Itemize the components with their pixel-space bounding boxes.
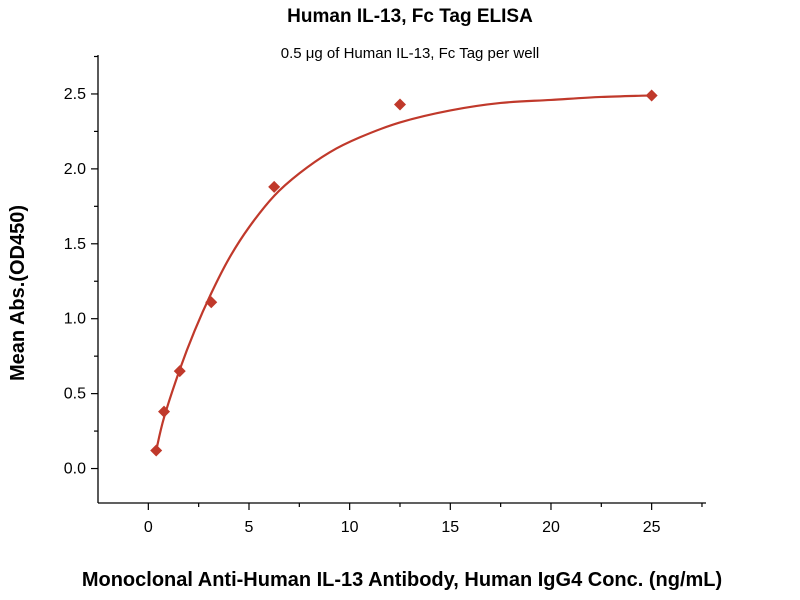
data-point-3 bbox=[205, 296, 218, 309]
data-point-6 bbox=[645, 89, 658, 102]
x-tick-label-3: 15 bbox=[441, 519, 459, 536]
x-tick-label-4: 20 bbox=[542, 519, 560, 536]
x-tick-label-5: 25 bbox=[643, 519, 661, 536]
fit-curve-layer bbox=[155, 94, 652, 451]
x-tick-label-1: 5 bbox=[245, 519, 254, 536]
x-tick-label-0: 0 bbox=[144, 519, 153, 536]
x-tick-label-2: 10 bbox=[341, 519, 359, 536]
y-tick-label-4: 2.0 bbox=[64, 161, 86, 178]
y-tick-label-3: 1.5 bbox=[64, 236, 86, 253]
data-point-1 bbox=[158, 405, 171, 418]
y-tick-label-5: 2.5 bbox=[64, 86, 86, 103]
data-point-4 bbox=[268, 180, 281, 193]
y-tick-label-1: 0.5 bbox=[64, 386, 86, 403]
data-points-layer bbox=[150, 89, 658, 457]
y-tick-label-2: 1.0 bbox=[64, 311, 86, 328]
data-point-5 bbox=[393, 98, 406, 111]
chart-title: Human IL-13, Fc Tag ELISA bbox=[287, 6, 533, 27]
x-axis-label: Monoclonal Anti-Human IL-13 Antibody, Hu… bbox=[82, 569, 722, 591]
ticks: 0.0 0.5 1.0 1.5 2.0 2.5 0 5 10 15 20 25 bbox=[64, 55, 703, 536]
y-tick-label-0: 0.0 bbox=[64, 461, 86, 478]
data-point-2 bbox=[173, 365, 186, 378]
data-point-0 bbox=[150, 444, 163, 457]
y-axis-label: Mean Abs.(OD450) bbox=[7, 205, 29, 381]
fit-curve bbox=[155, 94, 652, 451]
axes bbox=[97, 55, 706, 504]
chart-subtitle: 0.5 μg of Human IL-13, Fc Tag per well bbox=[281, 45, 540, 62]
